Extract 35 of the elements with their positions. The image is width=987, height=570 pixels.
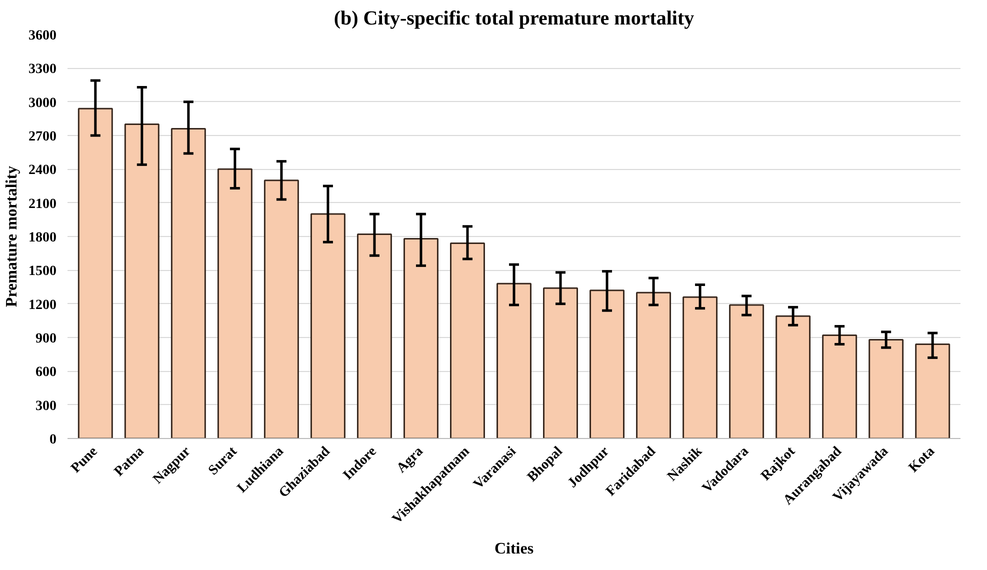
bar bbox=[776, 315, 811, 438]
y-tick-label: 300 bbox=[36, 398, 56, 414]
y-tick-label: 3000 bbox=[28, 96, 56, 111]
bar bbox=[496, 282, 532, 438]
bar bbox=[78, 108, 113, 438]
y-tick-label: 900 bbox=[36, 332, 56, 346]
y-axis-title: Premature mortality bbox=[4, 166, 20, 308]
y-tick-label: 2700 bbox=[28, 130, 56, 144]
bar bbox=[729, 304, 764, 438]
bar bbox=[682, 296, 718, 438]
bar bbox=[868, 338, 904, 438]
y-tick-label: 1200 bbox=[28, 298, 56, 313]
bar bbox=[124, 124, 160, 438]
y-tick-label: 2100 bbox=[28, 196, 56, 212]
y-tick-label: 1500 bbox=[28, 264, 56, 280]
bar bbox=[590, 290, 625, 438]
bar bbox=[217, 168, 252, 438]
bar bbox=[636, 292, 672, 438]
bar bbox=[403, 238, 438, 438]
bar bbox=[170, 128, 206, 438]
bar bbox=[543, 287, 578, 438]
bar bbox=[450, 242, 485, 438]
y-tick-label: 3600 bbox=[28, 28, 56, 44]
bar bbox=[915, 343, 950, 438]
y-tick-label: 0 bbox=[50, 432, 56, 448]
y-tick-label: 1800 bbox=[28, 230, 56, 246]
bar bbox=[356, 234, 392, 438]
x-axis-title: Cities bbox=[494, 540, 534, 558]
y-tick-label: 2400 bbox=[28, 163, 56, 178]
chart-title: (b) City-specific total premature mortality bbox=[334, 8, 694, 30]
bar bbox=[310, 213, 346, 438]
bar bbox=[264, 180, 299, 438]
y-tick-label: 3300 bbox=[28, 62, 56, 78]
y-tick-label: 600 bbox=[36, 365, 56, 380]
bar bbox=[822, 334, 858, 438]
